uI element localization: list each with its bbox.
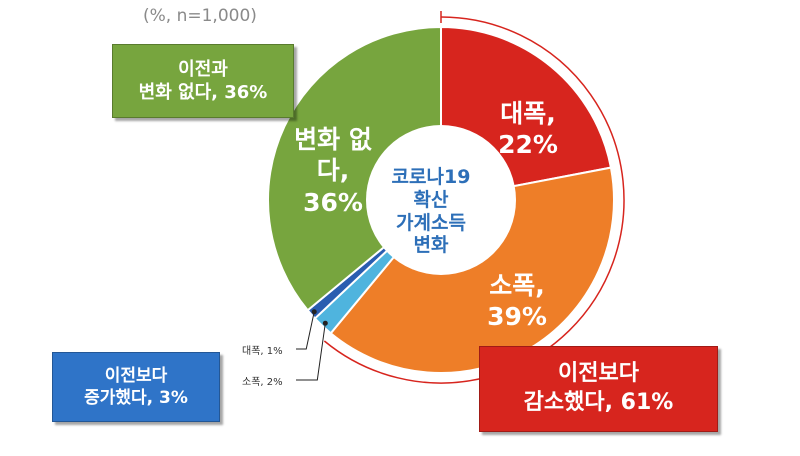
slice-label-small-decrease: 소폭, 39% xyxy=(472,270,562,333)
slice-no-change xyxy=(267,25,442,312)
callout-decrease-line1: 이전보다 xyxy=(558,361,639,387)
center-label: 코로나19 확산 가계소득 변화 xyxy=(360,166,502,257)
center-circle xyxy=(366,125,516,275)
slice-label-large-decrease-value: 22% xyxy=(498,130,558,160)
center-label-line2: 확산 xyxy=(413,188,449,211)
unit-note: (%, n=1,000) xyxy=(143,6,257,26)
callout-no-change-line1: 이전과 xyxy=(178,58,228,80)
callout-increase: 이전보다 증가했다, 3% xyxy=(52,352,220,422)
center-label-line4: 변화 xyxy=(413,234,449,257)
callout-no-change-line2: 변화 없다, 36% xyxy=(138,82,268,103)
small-increase-leader xyxy=(296,323,326,381)
slice-label-large-decrease-name: 대폭, xyxy=(500,99,556,128)
small-increase-leader-dot xyxy=(322,320,328,326)
slice-label-no-change-value: 36% xyxy=(303,187,363,217)
center-label-line3: 가계소득 xyxy=(396,211,466,234)
large-increase-leader xyxy=(296,311,315,350)
decrease-bracket-arc xyxy=(323,16,625,384)
small-label-small-increase: 소폭, 2% xyxy=(242,377,283,388)
slice-label-no-change-name: 변화 없다, xyxy=(294,125,372,186)
slice-label-large-decrease: 대폭, 22% xyxy=(483,98,573,161)
slice-label-small-decrease-value: 39% xyxy=(487,302,547,332)
small-label-large-increase: 대폭, 1% xyxy=(242,346,283,357)
slice-label-small-decrease-name: 소폭, xyxy=(489,271,545,300)
center-label-line1: 코로나19 xyxy=(391,166,471,188)
callout-decrease-line2: 감소했다, 61% xyxy=(523,390,674,415)
callout-decrease: 이전보다 감소했다, 61% xyxy=(479,346,718,432)
small-slice-leaders xyxy=(296,309,328,381)
large-increase-leader-dot xyxy=(311,309,317,315)
callout-increase-line2: 증가했다, 3% xyxy=(84,388,188,408)
callout-increase-line1: 이전보다 xyxy=(104,365,168,386)
slice-label-no-change: 변화 없다, 36% xyxy=(278,124,388,218)
callout-no-change: 이전과 변화 없다, 36% xyxy=(112,44,294,118)
